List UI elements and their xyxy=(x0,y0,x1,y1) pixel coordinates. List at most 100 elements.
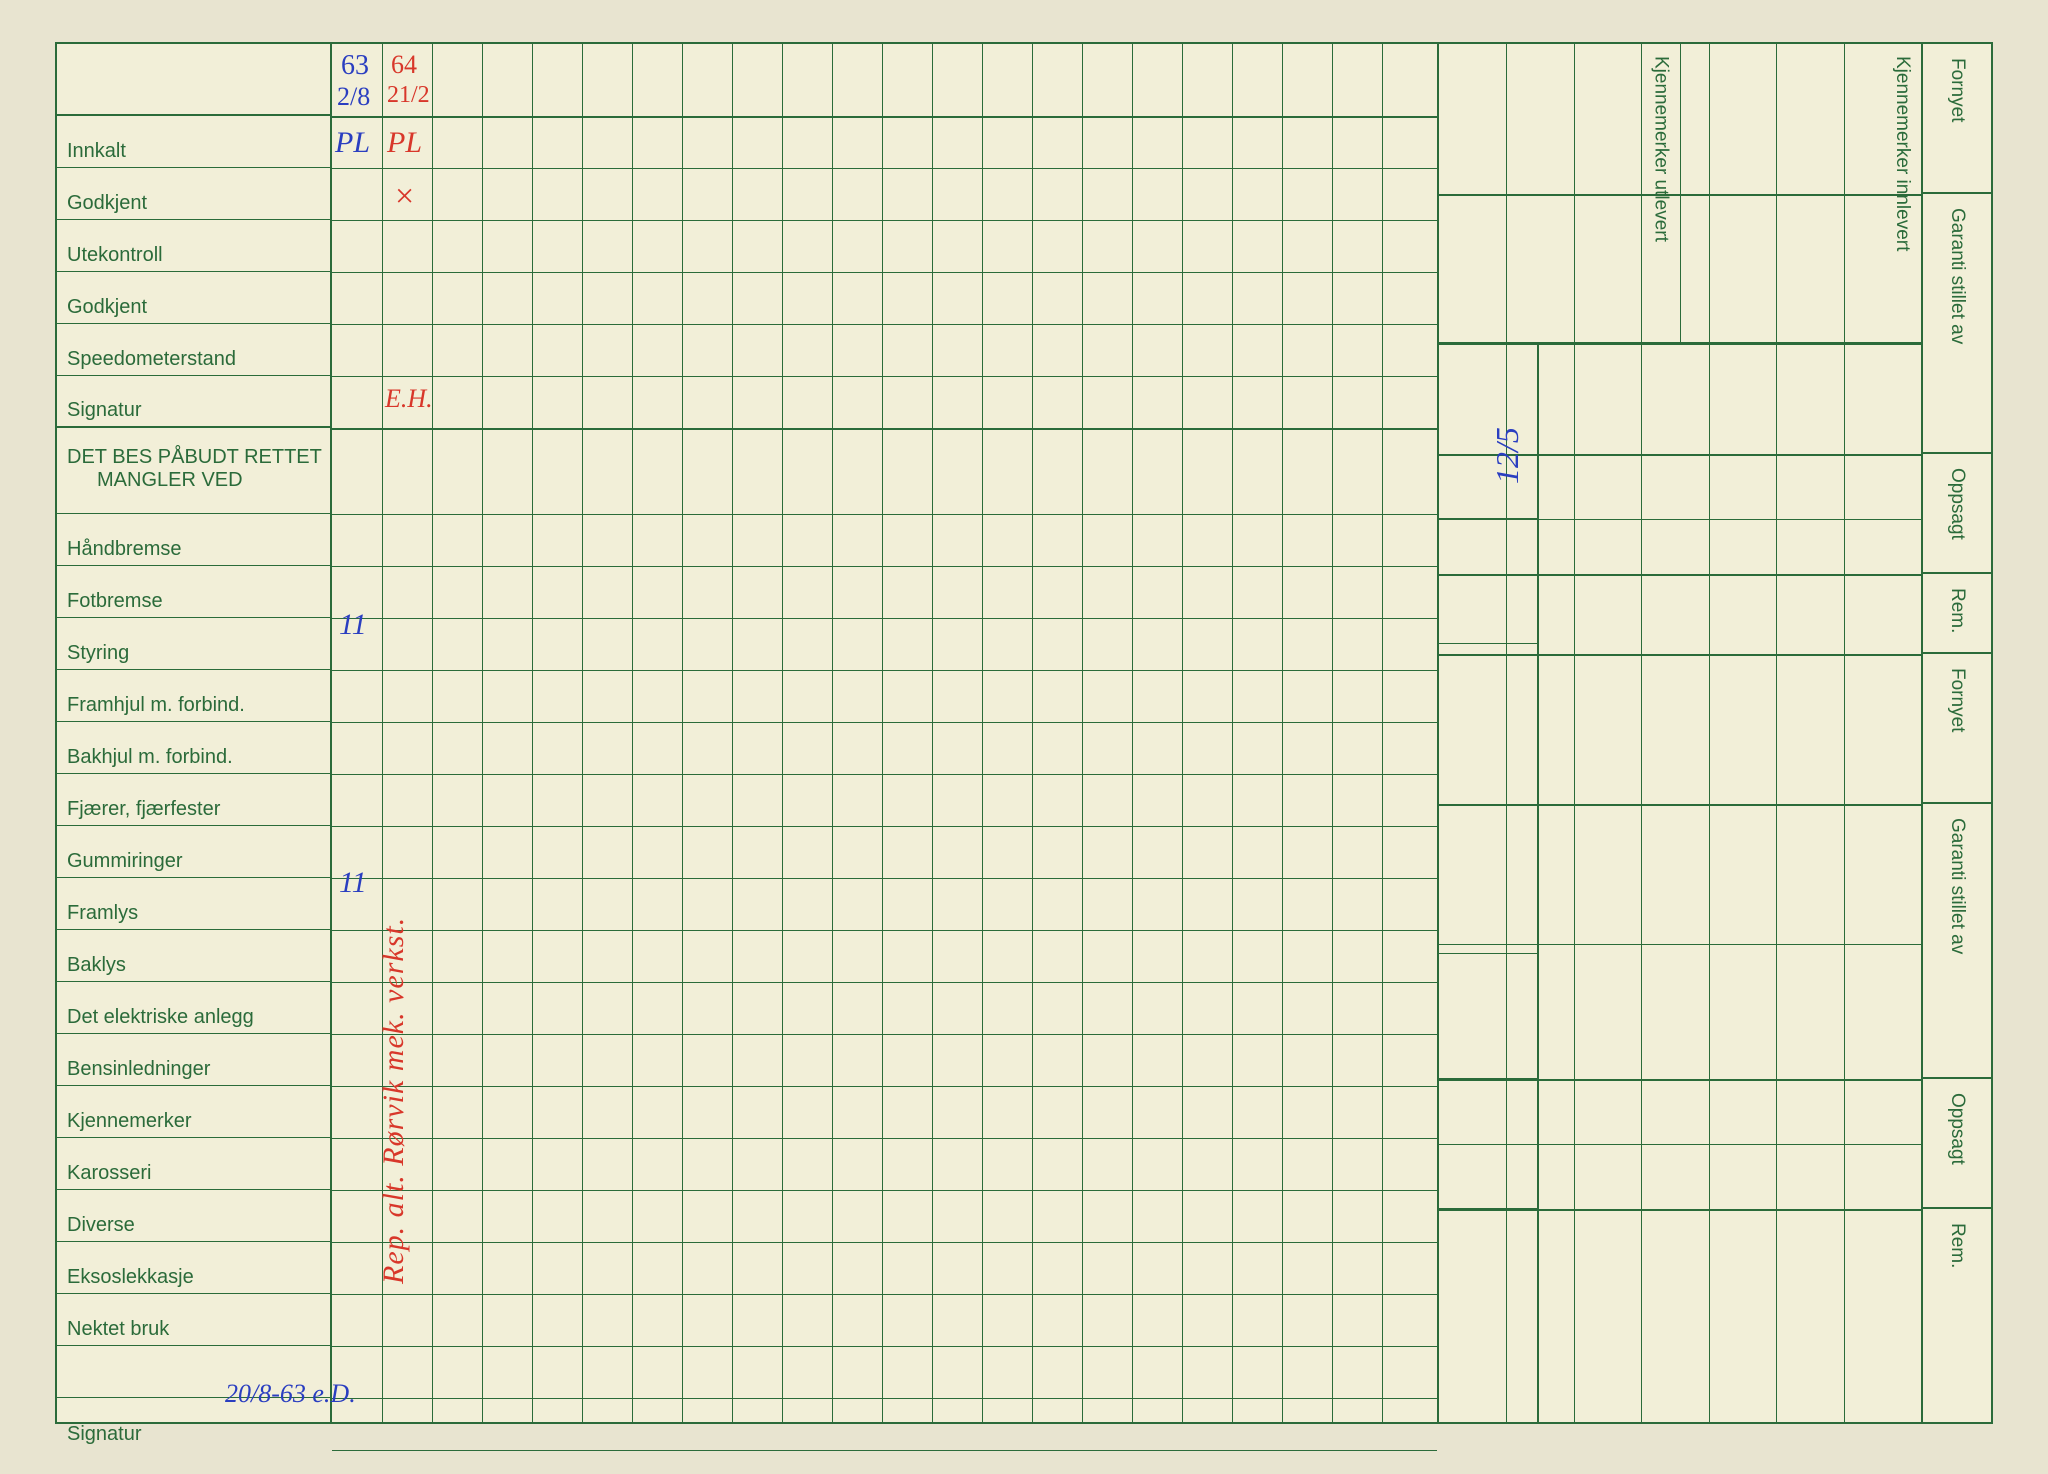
row-baklys: Baklys xyxy=(57,930,330,982)
row-eksoslekkasje: Eksoslekkasje xyxy=(57,1242,330,1294)
grid-row xyxy=(332,116,1437,118)
row-handbremse: Håndbremse xyxy=(57,514,330,566)
strip-fornyet-2: Fornyet xyxy=(1923,654,1991,804)
row-kjennemerker: Kjennemerker xyxy=(57,1086,330,1138)
grid-col xyxy=(1332,44,1333,1422)
hw-framlys-mark: 11 xyxy=(339,866,367,900)
grid-row xyxy=(332,1294,1437,1295)
grid-col xyxy=(1382,44,1383,1422)
grid-row xyxy=(332,1086,1437,1087)
grid-row xyxy=(332,1398,1437,1399)
row-mangler-header: DET BES PÅBUDT RETTET MANGLER VED xyxy=(57,428,330,514)
grid-row xyxy=(332,220,1437,221)
grid-col xyxy=(482,44,483,1422)
grid-row xyxy=(332,376,1437,377)
grid-col xyxy=(532,44,533,1422)
row-framhjul: Framhjul m. forbind. xyxy=(57,670,330,722)
grid-row xyxy=(332,878,1437,879)
hw-col1-year: 63 xyxy=(341,50,369,82)
row-bensinledninger: Bensinledninger xyxy=(57,1034,330,1086)
hw-col2-year: 64 xyxy=(391,50,417,80)
row-karosseri: Karosseri xyxy=(57,1138,330,1190)
grid-row xyxy=(332,514,1437,515)
row-diverse: Diverse xyxy=(57,1190,330,1242)
row-godkjent-2: Godkjent xyxy=(57,272,330,324)
grid-row xyxy=(332,1138,1437,1139)
grid-row xyxy=(332,1346,1437,1347)
hw-col2-godkjent: × xyxy=(395,178,414,216)
hw-col1-innkalt: PL xyxy=(335,126,370,160)
row-innkalt: Innkalt xyxy=(57,116,330,168)
grid-col xyxy=(1082,44,1083,1422)
row-signatur-1: Signatur xyxy=(57,376,330,428)
strip-oppsagt-2: Oppsagt xyxy=(1923,1079,1991,1209)
grid-row xyxy=(332,826,1437,827)
hw-col1-date: 2/8 xyxy=(337,82,370,112)
row-fotbremse: Fotbremse xyxy=(57,566,330,618)
hw-col2-date: 21/2 xyxy=(387,82,430,109)
grid-col xyxy=(832,44,833,1422)
grid-row xyxy=(332,168,1437,169)
right-panel: Fornyet Garanti stillet av Oppsagt Rem. … xyxy=(1437,44,1991,1422)
strip-rem-1: Rem. xyxy=(1923,574,1991,654)
grid-col xyxy=(1282,44,1283,1422)
form-card: Innkalt Godkjent Utekontroll Godkjent Sp… xyxy=(55,42,1993,1424)
row-godkjent-1: Godkjent xyxy=(57,168,330,220)
row-header xyxy=(57,44,330,116)
mangler-line-2: MANGLER VED xyxy=(67,469,243,491)
grid-row xyxy=(332,272,1437,273)
hw-vertical-note: Rep. alt. Rørvik mek. verkst. xyxy=(377,917,411,1284)
grid-row xyxy=(332,618,1437,619)
row-elektriske: Det elektriske anlegg xyxy=(57,982,330,1034)
grid-col xyxy=(1132,44,1133,1422)
grid-col xyxy=(782,44,783,1422)
row-framlys: Framlys xyxy=(57,878,330,930)
grid-row xyxy=(332,428,1437,430)
right-label-strip: Fornyet Garanti stillet av Oppsagt Rem. … xyxy=(1921,44,1991,1422)
grid-col xyxy=(1232,44,1233,1422)
grid-col xyxy=(432,44,433,1422)
strip-oppsagt-1: Oppsagt xyxy=(1923,454,1991,574)
row-fjaerer: Fjærer, fjærfester xyxy=(57,774,330,826)
right-narrow-col xyxy=(1439,344,1539,1422)
grid-row xyxy=(332,774,1437,775)
label-column: Innkalt Godkjent Utekontroll Godkjent Sp… xyxy=(57,44,332,1422)
strip-rem-2: Rem. xyxy=(1923,1209,1991,1419)
hw-styring-mark: 11 xyxy=(339,608,367,642)
left-panel: Innkalt Godkjent Utekontroll Godkjent Sp… xyxy=(57,44,1437,1422)
grid-col xyxy=(932,44,933,1422)
grid-col xyxy=(982,44,983,1422)
grid-row xyxy=(332,324,1437,325)
grid-row xyxy=(332,566,1437,567)
grid-area xyxy=(332,44,1437,1422)
grid-col xyxy=(632,44,633,1422)
grid-col xyxy=(732,44,733,1422)
row-utekontroll: Utekontroll xyxy=(57,220,330,272)
row-styring: Styring xyxy=(57,618,330,670)
grid-col xyxy=(1032,44,1033,1422)
grid-row xyxy=(332,1034,1437,1035)
grid-col xyxy=(582,44,583,1422)
hw-col2-signatur: E.H. xyxy=(385,384,433,414)
row-bakhjul: Bakhjul m. forbind. xyxy=(57,722,330,774)
strip-fornyet-1: Fornyet xyxy=(1923,44,1991,194)
strip-garanti-1: Garanti stillet av xyxy=(1923,194,1991,454)
hw-col2-innkalt: PL xyxy=(387,126,422,160)
grid-row xyxy=(332,1190,1437,1191)
grid-col xyxy=(882,44,883,1422)
row-gummiringer: Gummiringer xyxy=(57,826,330,878)
strip-garanti-2: Garanti stillet av xyxy=(1923,804,1991,1079)
grid-row xyxy=(332,982,1437,983)
grid-row xyxy=(332,930,1437,931)
grid-row xyxy=(332,670,1437,671)
grid-col xyxy=(1182,44,1183,1422)
grid-row xyxy=(332,1450,1437,1451)
row-nektet-bruk: Nektet bruk xyxy=(57,1294,330,1346)
mangler-line-1: DET BES PÅBUDT RETTET xyxy=(67,446,322,468)
grid-col xyxy=(682,44,683,1422)
hw-right-mark: 12/5 xyxy=(1489,427,1526,484)
grid-row xyxy=(332,1242,1437,1243)
grid-row xyxy=(332,722,1437,723)
hw-signatur-bottom: 20/8-63 e.D. xyxy=(225,1379,356,1409)
row-speedometerstand: Speedometerstand xyxy=(57,324,330,376)
